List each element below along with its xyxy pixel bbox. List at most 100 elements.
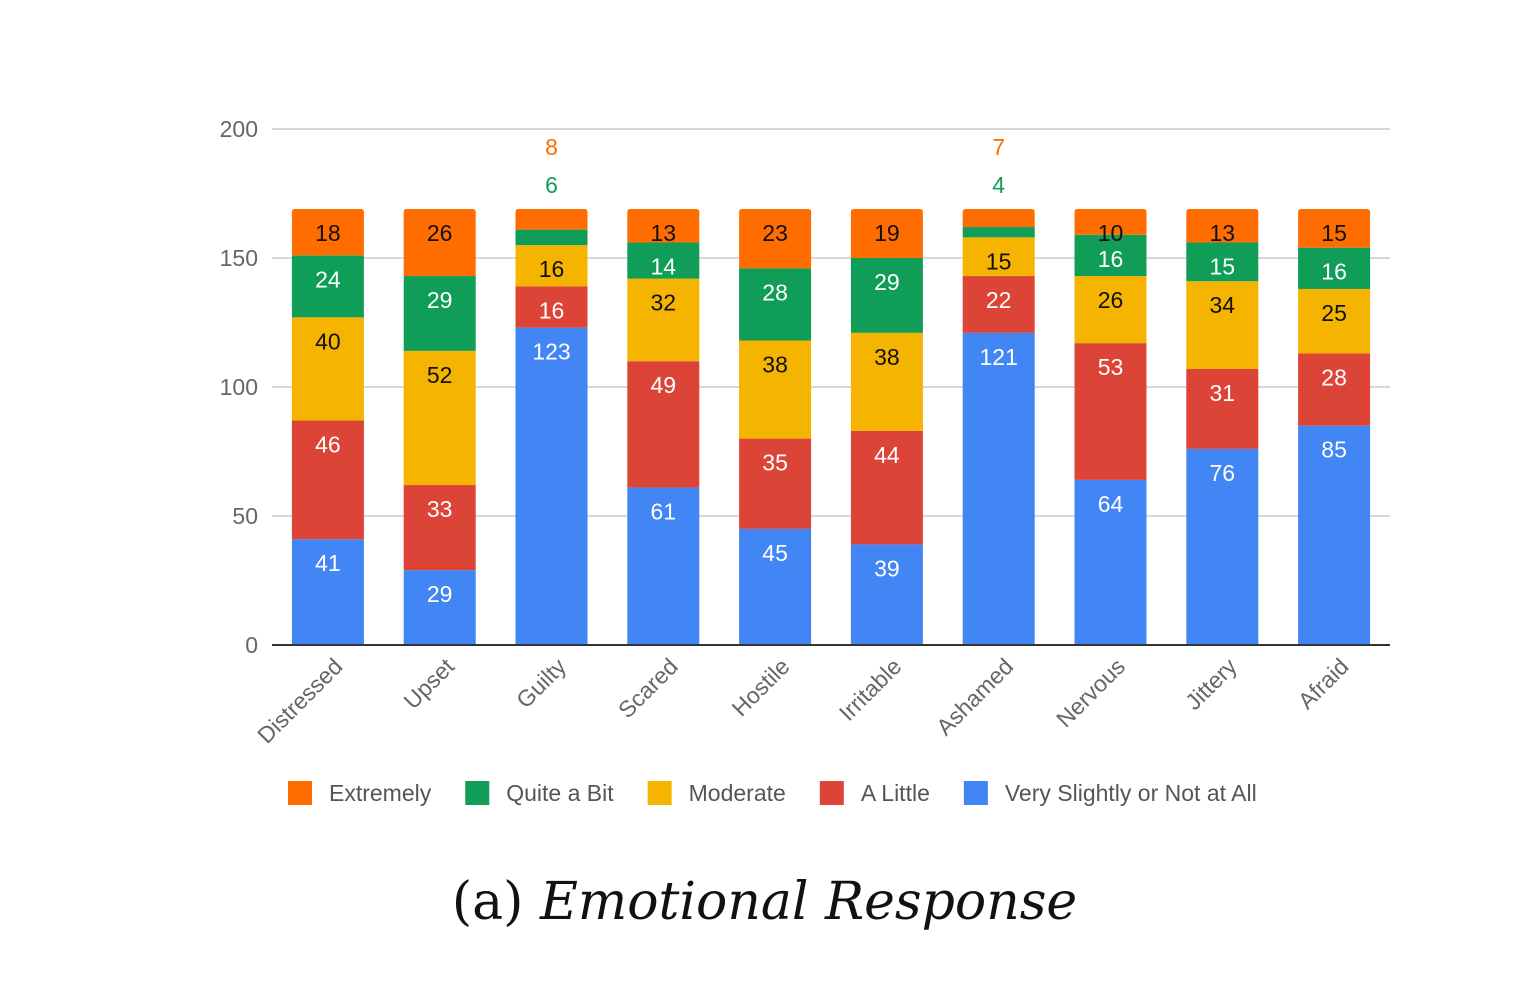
bar-segment-very-slightly-or-not-at-all [627, 487, 700, 645]
bar-segment-extremely [962, 208, 1035, 228]
x-tick-label: Ashamed [931, 653, 1018, 740]
data-label: 31 [1210, 380, 1236, 406]
y-tick-label: 50 [232, 503, 258, 529]
bar-segment-quite-a-bit [627, 242, 700, 279]
bar-segment-moderate [962, 237, 1035, 277]
bar-segment-a-little [962, 276, 1035, 333]
bar-segment-quite-a-bit [1074, 234, 1147, 277]
data-label-outside: 6 [545, 172, 558, 198]
data-label: 64 [1098, 491, 1124, 517]
data-label: 19 [874, 220, 900, 246]
bar-segment-a-little [403, 485, 476, 571]
bar-segment-very-slightly-or-not-at-all [403, 570, 476, 645]
data-label: 52 [427, 362, 453, 388]
bar-segment-quite-a-bit [291, 255, 364, 318]
bar-segment-quite-a-bit [515, 229, 588, 246]
bar-segment-moderate [1298, 288, 1371, 354]
data-label-outside: 7 [992, 134, 1005, 160]
bar-segment-a-little [739, 438, 812, 529]
data-label: 29 [874, 269, 900, 295]
data-label: 40 [315, 328, 341, 354]
x-tick-label: Upset [398, 653, 459, 714]
data-label: 53 [1098, 354, 1124, 380]
bar-segment-quite-a-bit [962, 227, 1035, 238]
y-tick-label: 100 [220, 374, 258, 400]
bar-segment-a-little [850, 430, 923, 545]
data-label: 16 [539, 297, 565, 323]
x-tick-label: Distressed [252, 653, 347, 748]
data-labels: 41 46 40 24 18 29 33 52 29 26 123 16 16 6 8 61 49 32 14 13 4… [315, 134, 1347, 607]
data-label: 26 [427, 220, 453, 246]
bar-segment-moderate [739, 340, 812, 439]
data-label-outside: 8 [545, 134, 558, 160]
data-label: 121 [980, 344, 1018, 370]
bar-segment-very-slightly-or-not-at-all [1298, 425, 1371, 645]
bar-segment-moderate [627, 278, 700, 362]
bar-segment-quite-a-bit [403, 276, 476, 351]
bar-segment-a-little [627, 361, 700, 488]
data-label: 23 [762, 220, 788, 246]
data-label: 24 [315, 266, 341, 292]
x-tick-label: Afraid [1293, 653, 1354, 714]
bar-segment-quite-a-bit [1186, 242, 1259, 282]
data-label: 29 [427, 581, 453, 607]
data-label: 123 [532, 339, 570, 365]
data-label: 49 [651, 372, 677, 398]
x-tick-label: Jittery [1180, 653, 1242, 715]
legend-swatch-moderate [647, 781, 672, 805]
bar-segment-moderate [1186, 281, 1259, 369]
bar-segment-very-slightly-or-not-at-all [1074, 479, 1147, 645]
bar-segment-very-slightly-or-not-at-all [515, 327, 588, 645]
data-label: 22 [986, 287, 1012, 313]
bar-segment-quite-a-bit [1298, 247, 1371, 289]
bars [291, 208, 1371, 645]
bar-segment-very-slightly-or-not-at-all [1186, 448, 1259, 645]
data-label: 10 [1098, 220, 1124, 246]
y-tick-label: 200 [220, 116, 258, 142]
data-label: 29 [427, 287, 453, 313]
data-label: 44 [874, 442, 900, 468]
figure-caption: (a) Emotional Response [0, 872, 1529, 932]
legend-label-a-little: A Little [861, 780, 930, 806]
data-label: 13 [1210, 220, 1236, 246]
bar-segment-very-slightly-or-not-at-all [291, 539, 364, 645]
bar-segment-a-little [1074, 343, 1147, 480]
legend-swatch-a-little [819, 781, 844, 805]
bar-segment-quite-a-bit [850, 258, 923, 333]
legend-label-moderate: Moderate [689, 780, 786, 806]
data-label: 18 [315, 220, 341, 246]
bar-segment-very-slightly-or-not-at-all [739, 528, 812, 645]
bar-segment-very-slightly-or-not-at-all [962, 332, 1035, 645]
bar-segment-extremely [1298, 208, 1371, 248]
legend-swatch-very-slightly-or-not-at-all [963, 781, 988, 805]
data-label: 15 [1321, 220, 1347, 246]
data-label: 16 [1098, 246, 1124, 272]
data-label: 38 [874, 344, 900, 370]
data-label: 41 [315, 550, 341, 576]
data-label: 39 [874, 555, 900, 581]
data-label: 32 [651, 290, 677, 316]
bar-segment-moderate [403, 350, 476, 486]
bar-segment-extremely [1186, 208, 1259, 243]
data-label: 45 [762, 540, 788, 566]
caption-title: Emotional Response [539, 872, 1078, 932]
bar-segment-a-little [291, 420, 364, 540]
data-label: 35 [762, 450, 788, 476]
bar-segment-extremely [515, 208, 588, 230]
data-label: 28 [1321, 364, 1347, 390]
data-label: 14 [651, 254, 677, 280]
data-label: 61 [651, 499, 677, 525]
bar-segment-a-little [1186, 368, 1259, 449]
data-label: 15 [1210, 254, 1236, 280]
data-label: 76 [1210, 460, 1236, 486]
data-label: 33 [427, 496, 453, 522]
y-axis: 0 50 100 150 200 [220, 116, 258, 658]
data-label: 26 [1098, 287, 1124, 313]
caption-prefix: (a) [451, 872, 524, 932]
bar-segment-extremely [739, 208, 812, 269]
bar-segment-extremely [403, 208, 476, 277]
data-label: 13 [651, 220, 677, 246]
x-tick-label: Guilty [511, 653, 571, 713]
bar-segment-extremely [1074, 208, 1147, 235]
